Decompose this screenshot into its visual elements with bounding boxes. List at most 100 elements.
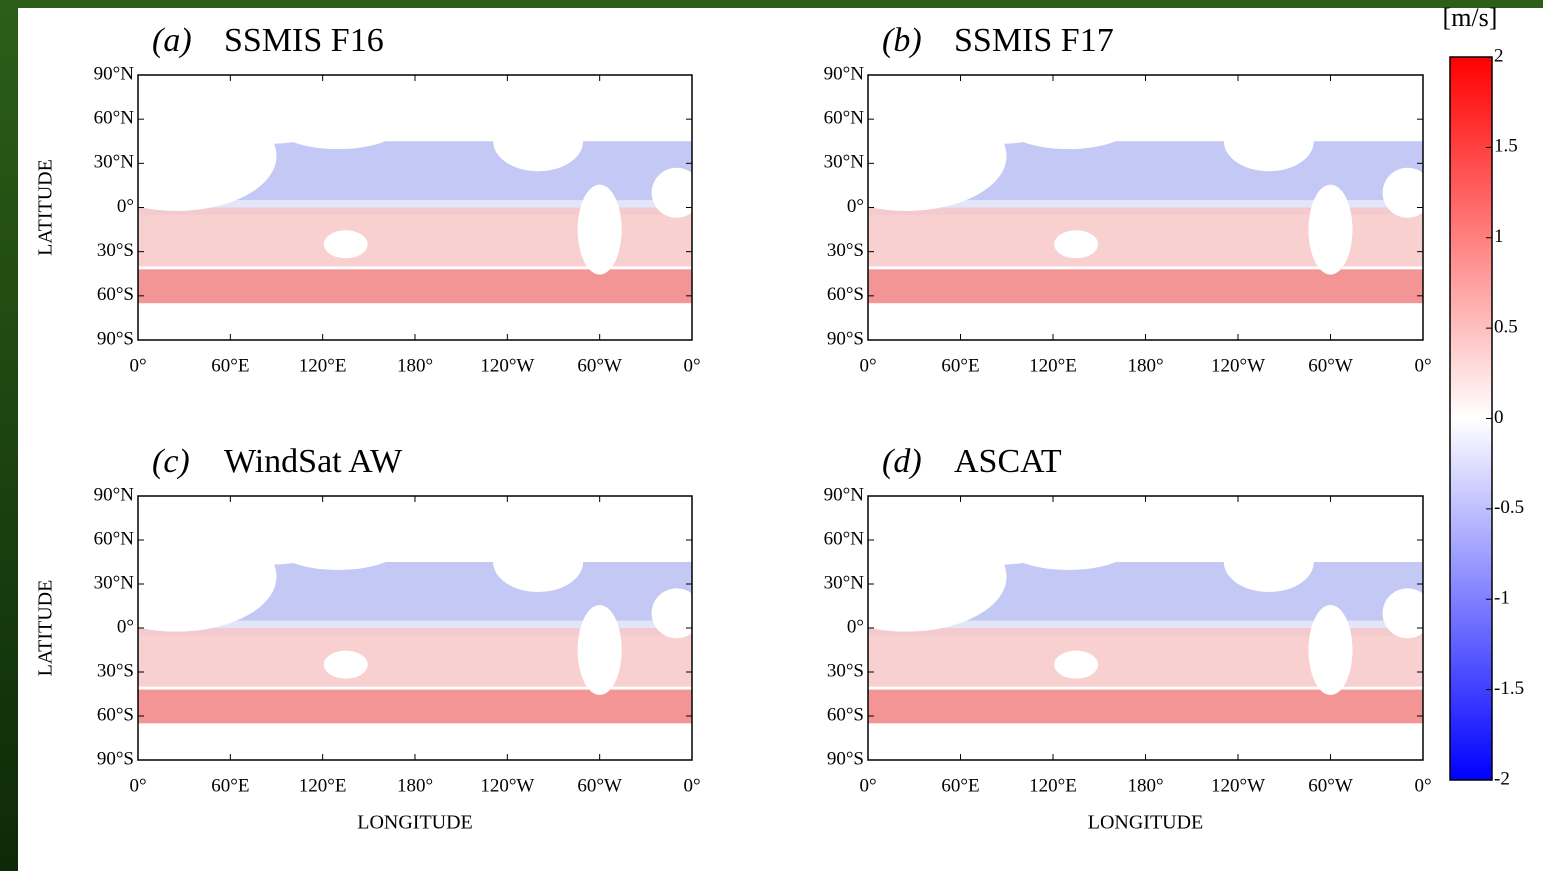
land: [323, 650, 368, 679]
panel-title: ASCAT: [954, 443, 1062, 480]
x-tick-label: 0°: [859, 775, 876, 796]
y-tick-label: 90°N: [824, 63, 865, 84]
land: [577, 184, 622, 275]
field-band: [868, 689, 1423, 724]
land: [1223, 532, 1314, 592]
land: [1054, 650, 1099, 679]
y-tick-label: 60°S: [827, 284, 864, 305]
colorbar-tick-label: 1: [1494, 226, 1504, 247]
panel-label: (c): [152, 443, 190, 480]
y-tick-label: 90°S: [827, 328, 864, 349]
x-tick-label: 60°W: [1308, 355, 1353, 376]
panel-title: SSMIS F17: [954, 22, 1114, 59]
field-band: [868, 269, 1423, 304]
colorbar-tick-label: 0: [1494, 407, 1504, 428]
panel-title: SSMIS F16: [224, 22, 384, 59]
x-tick-label: 120°E: [1029, 355, 1077, 376]
land: [323, 230, 368, 259]
land: [1308, 184, 1353, 275]
x-tick-label: 120°E: [299, 355, 347, 376]
y-tick-label: 90°N: [94, 63, 135, 84]
y-tick-label: 60°N: [94, 528, 135, 549]
y-tick-label: 30°S: [97, 660, 134, 681]
x-tick-label: 120°W: [1211, 775, 1265, 796]
y-tick-label: 60°S: [827, 704, 864, 725]
x-tick-label: 180°: [1127, 355, 1163, 376]
x-tick-label: 60°E: [211, 775, 249, 796]
x-tick-label: 0°: [129, 775, 146, 796]
x-tick-label: 120°E: [299, 775, 347, 796]
y-tick-label: 60°S: [97, 704, 134, 725]
y-tick-label: 30°S: [827, 660, 864, 681]
x-tick-label: 0°: [129, 355, 146, 376]
panel-title: WindSat AW: [224, 443, 403, 480]
land: [651, 588, 702, 639]
y-tick-label: 60°S: [97, 284, 134, 305]
x-axis-label: LONGITUDE: [1088, 812, 1204, 834]
y-tick-label: 90°N: [824, 484, 865, 505]
x-tick-label: 0°: [683, 355, 700, 376]
land: [911, 515, 1072, 565]
x-tick-label: 60°W: [577, 355, 622, 376]
land: [577, 605, 622, 695]
land: [493, 532, 584, 592]
colorbar-tick-label: -1.5: [1494, 678, 1524, 699]
land: [911, 94, 1072, 145]
y-tick-label: 30°S: [827, 240, 864, 261]
land: [493, 111, 584, 172]
colorbar-tick-label: 2: [1494, 45, 1504, 66]
x-tick-label: 60°W: [1308, 775, 1353, 796]
panel-label: (a): [152, 22, 192, 59]
x-tick-label: 120°E: [1029, 775, 1077, 796]
x-tick-label: 120°W: [1211, 355, 1265, 376]
y-tick-label: 60°N: [94, 108, 135, 129]
y-tick-label: 90°S: [97, 748, 134, 769]
y-tick-label: 30°N: [824, 152, 865, 173]
land: [1382, 588, 1433, 639]
y-tick-label: 90°S: [827, 748, 864, 769]
colorbar-tick-label: -2: [1494, 768, 1510, 789]
colorbar: [1449, 56, 1493, 781]
field-band: [138, 689, 692, 724]
colorbar-tick-label: 0.5: [1494, 316, 1518, 337]
x-tick-label: 0°: [683, 775, 700, 796]
y-tick-label: 30°N: [94, 152, 135, 173]
x-tick-label: 60°W: [577, 775, 622, 796]
y-tick-label: 90°N: [94, 484, 135, 505]
land: [1308, 605, 1353, 695]
x-tick-label: 0°: [1414, 775, 1431, 796]
x-tick-label: 60°E: [941, 355, 979, 376]
colorbar-title: [m/s]: [1443, 3, 1498, 32]
x-tick-label: 180°: [397, 775, 433, 796]
land: [181, 515, 342, 565]
x-tick-label: 180°: [397, 355, 433, 376]
y-tick-label: 60°N: [824, 108, 865, 129]
y-tick-label: 90°S: [97, 328, 134, 349]
y-tick-label: 0°: [847, 616, 864, 637]
y-tick-label: 0°: [117, 196, 134, 217]
panel-label: (b): [882, 22, 922, 59]
colorbar-tick-label: -0.5: [1494, 497, 1524, 518]
field-band: [138, 269, 692, 304]
x-axis-label: LONGITUDE: [357, 812, 473, 834]
y-tick-label: 60°N: [824, 528, 865, 549]
y-tick-label: 30°S: [97, 240, 134, 261]
y-axis-label: LATITUDE: [35, 159, 57, 256]
land: [181, 94, 342, 145]
y-axis-label: LATITUDE: [35, 580, 57, 677]
x-tick-label: 0°: [1414, 355, 1431, 376]
land: [1054, 230, 1099, 259]
land: [651, 167, 702, 218]
colorbar-tick-label: 1.5: [1494, 136, 1518, 157]
y-tick-label: 30°N: [94, 572, 135, 593]
panel-label: (d): [882, 443, 922, 480]
x-tick-label: 60°E: [941, 775, 979, 796]
colorbar-tick-label: -1: [1494, 588, 1510, 609]
x-tick-label: 120°W: [480, 775, 534, 796]
land: [1382, 167, 1433, 218]
x-tick-label: 0°: [859, 355, 876, 376]
x-tick-label: 180°: [1127, 775, 1163, 796]
y-tick-label: 0°: [847, 196, 864, 217]
